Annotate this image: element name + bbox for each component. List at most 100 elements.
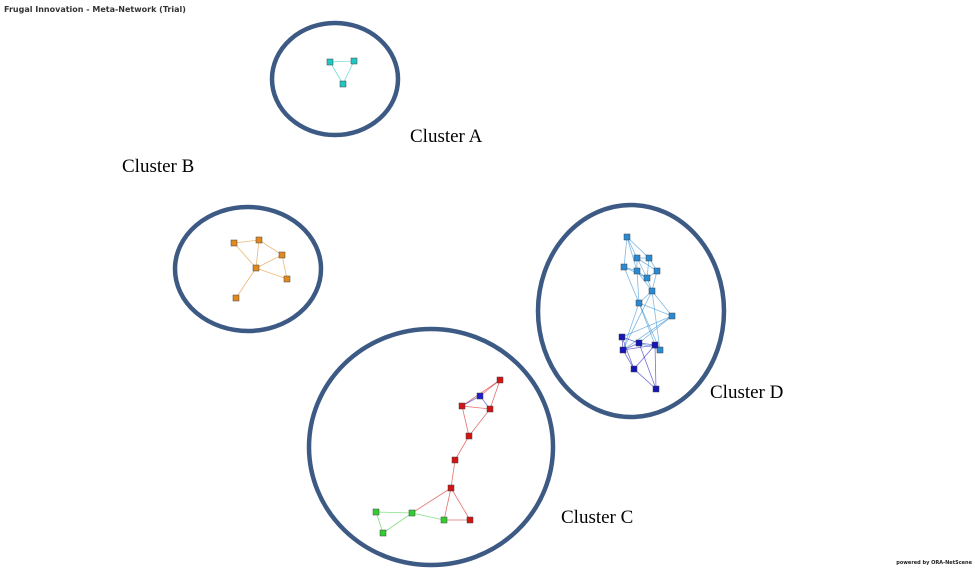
- network-edge: [622, 344, 656, 351]
- network-node[interactable]: [252, 264, 260, 272]
- network-node[interactable]: [440, 516, 448, 524]
- network-edge: [638, 342, 657, 390]
- network-node[interactable]: [620, 263, 628, 271]
- network-node[interactable]: [635, 339, 643, 347]
- network-edge: [651, 290, 661, 351]
- network-node[interactable]: [635, 299, 643, 307]
- network-node[interactable]: [379, 529, 387, 537]
- network-edge: [651, 270, 658, 292]
- network-edge: [233, 239, 260, 244]
- network-edge: [342, 60, 355, 85]
- network-edge: [255, 254, 283, 269]
- cluster-d-label: Cluster D: [710, 382, 783, 403]
- network-edge: [450, 487, 471, 521]
- network-edge: [638, 342, 661, 351]
- network-edge: [255, 239, 260, 269]
- network-node[interactable]: [283, 275, 291, 283]
- cluster-a-nodes: [326, 57, 358, 88]
- network-node[interactable]: [496, 376, 504, 384]
- network-edge: [382, 512, 413, 534]
- network-edge: [636, 257, 658, 272]
- network-node[interactable]: [466, 516, 474, 524]
- network-node[interactable]: [326, 58, 334, 66]
- network-edge: [646, 257, 650, 279]
- network-edge: [622, 290, 653, 351]
- network-edge: [461, 405, 491, 410]
- network-node[interactable]: [465, 432, 473, 440]
- network-node[interactable]: [653, 267, 661, 275]
- network-node[interactable]: [618, 333, 626, 341]
- network-node[interactable]: [458, 402, 466, 410]
- network-edge: [258, 239, 283, 256]
- cluster-c-ring: [306, 326, 556, 568]
- cluster-c: Cluster C: [306, 326, 633, 568]
- network-edge: [623, 236, 628, 268]
- network-edge: [411, 512, 445, 521]
- network-edge: [621, 315, 673, 338]
- network-node[interactable]: [668, 312, 676, 320]
- window-title: Frugal Innovation - Meta-Network (Trial): [4, 5, 186, 14]
- network-node[interactable]: [651, 341, 659, 349]
- network-node[interactable]: [645, 254, 653, 262]
- cluster-c-nodes: [372, 376, 504, 537]
- cluster-a-label: Cluster A: [410, 126, 483, 147]
- network-edge: [654, 344, 657, 390]
- cluster-b-edges: [233, 239, 288, 299]
- network-node[interactable]: [232, 294, 240, 302]
- network-edge: [329, 60, 355, 63]
- network-node[interactable]: [619, 346, 627, 354]
- network-edge: [468, 408, 491, 437]
- network-node[interactable]: [486, 405, 494, 413]
- network-node[interactable]: [633, 254, 641, 262]
- cluster-a: Cluster A: [269, 20, 483, 147]
- network-edge: [626, 236, 638, 259]
- network-node[interactable]: [372, 508, 380, 516]
- network-edge: [443, 487, 452, 521]
- network-node[interactable]: [656, 346, 664, 354]
- network-node[interactable]: [408, 509, 416, 517]
- network-edge: [235, 267, 257, 299]
- cluster-d: Cluster D: [535, 202, 783, 420]
- network-edge: [638, 302, 656, 346]
- network-node[interactable]: [350, 57, 358, 65]
- network-node[interactable]: [230, 239, 238, 247]
- network-edge: [461, 405, 470, 437]
- network-edge: [622, 302, 640, 351]
- network-edge: [375, 511, 384, 534]
- network-edge: [329, 61, 344, 85]
- network-node[interactable]: [648, 287, 656, 295]
- network-edge: [233, 242, 257, 269]
- network-edge: [375, 511, 413, 514]
- cluster-b-ring: [172, 204, 324, 334]
- network-node[interactable]: [630, 365, 638, 373]
- cluster-d-nodes: [618, 233, 676, 393]
- network-edge: [633, 368, 657, 390]
- network-node[interactable]: [339, 80, 347, 88]
- network-edge: [621, 336, 635, 370]
- cluster-c-edges: [375, 379, 501, 534]
- network-node[interactable]: [476, 392, 484, 400]
- network-node[interactable]: [447, 484, 455, 492]
- cluster-b-label: Cluster B: [122, 156, 194, 177]
- network-edge: [638, 302, 673, 317]
- network-node[interactable]: [652, 385, 660, 393]
- network-edge: [651, 290, 673, 317]
- network-node[interactable]: [633, 267, 641, 275]
- network-node[interactable]: [623, 233, 631, 241]
- network-edge: [489, 379, 501, 410]
- network-edge: [454, 435, 470, 461]
- network-edge: [622, 315, 673, 351]
- network-node[interactable]: [451, 456, 459, 464]
- network-edge: [636, 257, 648, 279]
- network-node[interactable]: [278, 251, 286, 259]
- network-node[interactable]: [255, 236, 263, 244]
- network-node[interactable]: [643, 274, 651, 282]
- network-edge: [636, 270, 640, 304]
- cluster-d-ring: [535, 202, 727, 420]
- cluster-b: Cluster B: [122, 156, 324, 334]
- cluster-a-edges: [329, 60, 355, 85]
- network-edge: [255, 267, 288, 280]
- powered-by-credit: powered by ORA-NetScene: [896, 560, 972, 566]
- network-edge: [281, 254, 288, 280]
